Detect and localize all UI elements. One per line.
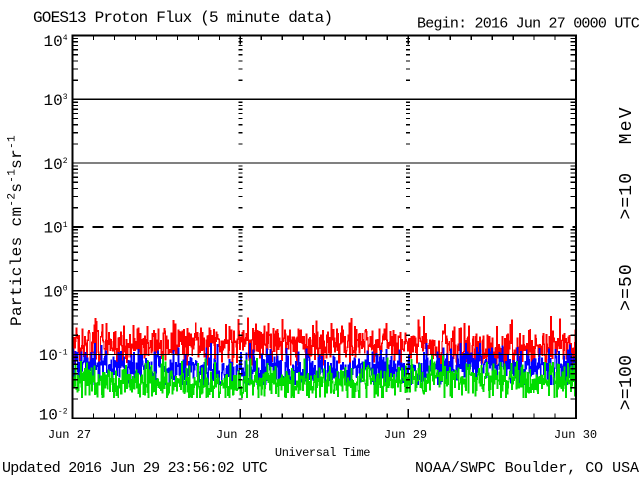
- svg-text:>=100: >=100: [617, 355, 637, 411]
- svg-text:104: 104: [43, 33, 67, 51]
- svg-text:>=10: >=10: [617, 172, 637, 220]
- svg-text:Jun 29: Jun 29: [384, 428, 427, 442]
- svg-text:100: 100: [43, 283, 67, 301]
- svg-text:103: 103: [43, 92, 67, 110]
- svg-text:Universal Time: Universal Time: [275, 446, 370, 460]
- svg-text:Jun 28: Jun 28: [216, 428, 259, 442]
- svg-text:Begin: 2016 Jun 27 0000 UTC: Begin: 2016 Jun 27 0000 UTC: [417, 16, 640, 33]
- svg-text:101: 101: [43, 220, 67, 238]
- svg-text:GOES13 Proton Flux (5 minute d: GOES13 Proton Flux (5 minute data): [33, 9, 332, 27]
- svg-text:Updated 2016 Jun 29 23:56:02 U: Updated 2016 Jun 29 23:56:02 UTC: [2, 460, 268, 477]
- svg-text:NOAA/SWPC Boulder, CO USA: NOAA/SWPC Boulder, CO USA: [415, 460, 639, 477]
- svg-text:10-2: 10-2: [39, 406, 68, 424]
- svg-text:Jun 27: Jun 27: [48, 428, 91, 442]
- svg-text:MeV: MeV: [617, 105, 637, 144]
- svg-text:Particles cm-2s-1sr-1: Particles cm-2s-1sr-1: [7, 135, 27, 326]
- svg-text:102: 102: [43, 156, 67, 174]
- svg-text:10-1: 10-1: [39, 347, 68, 365]
- svg-text:>=50: >=50: [617, 263, 637, 311]
- svg-text:Jun 30: Jun 30: [554, 428, 597, 442]
